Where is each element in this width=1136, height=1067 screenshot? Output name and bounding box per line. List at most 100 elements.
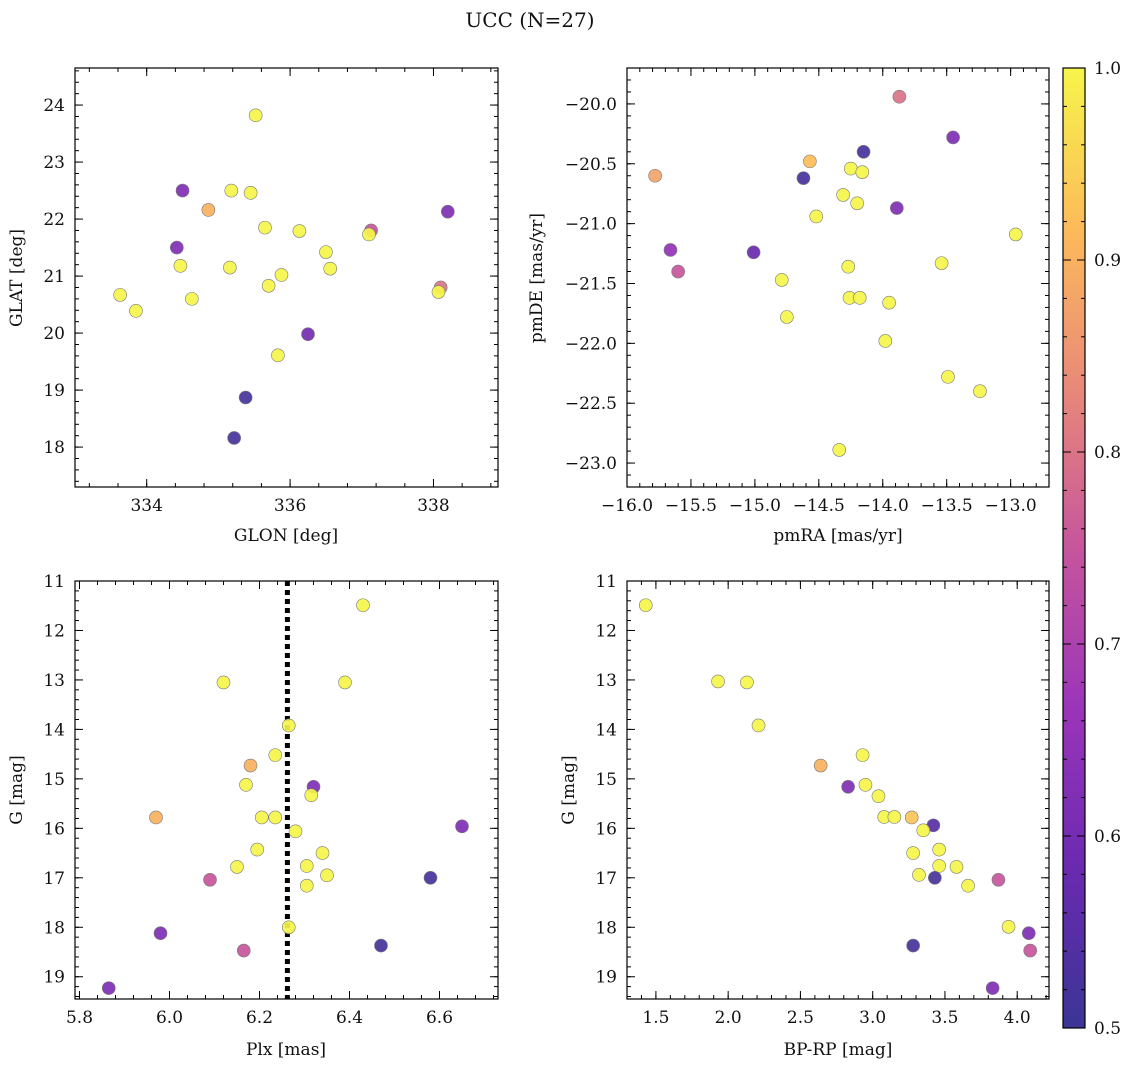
y-tick-label: 16 <box>595 819 617 839</box>
scatter-point <box>173 259 188 273</box>
y-tick-label: 18 <box>43 918 65 938</box>
scatter-point <box>882 295 896 310</box>
y-tick-label: 16 <box>43 819 65 839</box>
scatter-point <box>319 245 333 259</box>
scatter-point <box>949 860 964 874</box>
scatter-point <box>320 868 334 883</box>
scatter-point <box>455 819 469 834</box>
x-tick-label: 5.8 <box>66 1008 93 1028</box>
y-tick-label: −22.5 <box>565 394 617 414</box>
scatter-point <box>878 334 893 348</box>
scatter-point <box>887 810 902 824</box>
x-tick-label: −14.0 <box>857 496 909 516</box>
y-tick-label: 11 <box>595 572 617 592</box>
y-axis-label: pmDE [mas/yr] <box>527 213 547 343</box>
scatter-point <box>356 598 370 613</box>
scatter-point <box>892 89 907 104</box>
scatter-point <box>671 264 685 279</box>
y-tick-label: 18 <box>43 438 65 458</box>
y-tick-label: 21 <box>43 267 65 287</box>
y-tick-label: −20.5 <box>565 155 617 175</box>
y-tick-label: 19 <box>43 381 65 401</box>
scatter-point <box>813 758 828 773</box>
y-tick-label: 23 <box>43 153 65 173</box>
panel-glon-glat: GLON [deg] GLAT [deg] 334 336 338 18 19 20 21 2… <box>7 67 499 546</box>
panel-pmra-pmde: pmRA [mas/yr] pmDE [mas/yr] −16.0 −15.5 −1… <box>527 67 1050 546</box>
x-tick-label: −13.0 <box>985 496 1037 516</box>
y-tick-label: 13 <box>595 671 617 691</box>
panel-bprp-g: BP-RP [mag] G [mag] 1.5 2.0 2.5 3.0 3.5 4.0 11… <box>559 572 1050 1060</box>
scatter-point <box>852 291 867 305</box>
scatter-point <box>932 842 946 857</box>
scatter-point <box>243 186 258 200</box>
scatter-point <box>281 920 296 935</box>
scatter-point <box>855 748 870 762</box>
scatter-point <box>248 108 263 123</box>
scatter-point <box>1008 227 1023 242</box>
panel-plx-g: Plx [mas] G [mag] 5.8 6.0 6.2 6.4 6.6 11 12 13 1… <box>7 572 499 1060</box>
y-tick-label: −21.5 <box>565 274 617 294</box>
scatter-point <box>841 259 856 274</box>
scatter-point <box>906 938 920 953</box>
scatter-point <box>288 824 303 839</box>
scatter-point <box>175 183 190 198</box>
scatter-point <box>149 810 163 825</box>
scatter-point <box>170 240 184 255</box>
y-tick-label: 19 <box>43 968 65 988</box>
scatter-point <box>961 878 975 893</box>
scatter-point <box>423 871 438 885</box>
x-tick-label: 2.0 <box>715 1008 742 1028</box>
scatter-point <box>836 188 850 202</box>
scatter-point <box>941 370 955 384</box>
scatter-point <box>239 778 253 792</box>
scatter-point <box>299 859 314 873</box>
scatter-point <box>268 748 283 762</box>
scatter-point <box>850 196 864 211</box>
scatter-point <box>985 981 1000 995</box>
x-tick-label: −16.0 <box>601 496 653 516</box>
tick-marks <box>75 580 498 999</box>
y-tick-label: 12 <box>43 621 65 641</box>
scatter-point <box>871 789 886 803</box>
x-tick-label: −15.0 <box>729 496 781 516</box>
axes-frame <box>74 580 499 1000</box>
y-tick-label: 15 <box>43 770 65 790</box>
colorbar-tick-label: 1.0 <box>1094 59 1121 79</box>
scatter-point <box>711 674 725 689</box>
scatter-point <box>858 778 873 792</box>
x-tick-label: 3.0 <box>859 1008 886 1028</box>
y-tick-label: 13 <box>43 671 65 691</box>
scatter-point <box>803 154 817 169</box>
x-axis-label: pmRA [mas/yr] <box>773 526 902 546</box>
scatter-point <box>227 431 241 445</box>
tick-marks <box>75 68 498 487</box>
scatter-point <box>906 846 920 860</box>
scatter-point <box>638 598 653 613</box>
scatter-point <box>299 878 314 893</box>
y-tick-label: 22 <box>43 210 65 230</box>
scatter-point <box>856 145 871 159</box>
x-tick-label: 336 <box>274 496 306 516</box>
y-tick-label: 15 <box>595 770 617 790</box>
x-tick-label: 338 <box>417 496 449 516</box>
scatter-point <box>1023 943 1038 958</box>
scatter-point <box>904 810 919 825</box>
x-tick-label: 4.0 <box>1004 1008 1031 1028</box>
colorbar-tick-label: 0.6 <box>1094 827 1121 847</box>
colorbar-tick-label: 0.9 <box>1094 251 1121 271</box>
scatter-point <box>201 203 216 217</box>
scatter-point <box>890 201 904 215</box>
x-tick-label: 6.6 <box>426 1008 453 1028</box>
y-tick-label: 18 <box>595 918 617 938</box>
colorbar: 0.5 0.6 0.7 0.8 0.9 1.0 <box>1062 59 1121 1039</box>
scatter-point <box>216 675 231 690</box>
scatter-point <box>843 161 858 176</box>
y-tick-label: −21.0 <box>565 215 617 235</box>
axes-frame <box>626 67 1050 488</box>
scatter-point <box>932 859 946 873</box>
scatter-point <box>323 261 338 276</box>
scatter-point <box>780 310 794 324</box>
y-tick-label: −23.0 <box>565 454 617 474</box>
tick-marks <box>626 67 1050 488</box>
